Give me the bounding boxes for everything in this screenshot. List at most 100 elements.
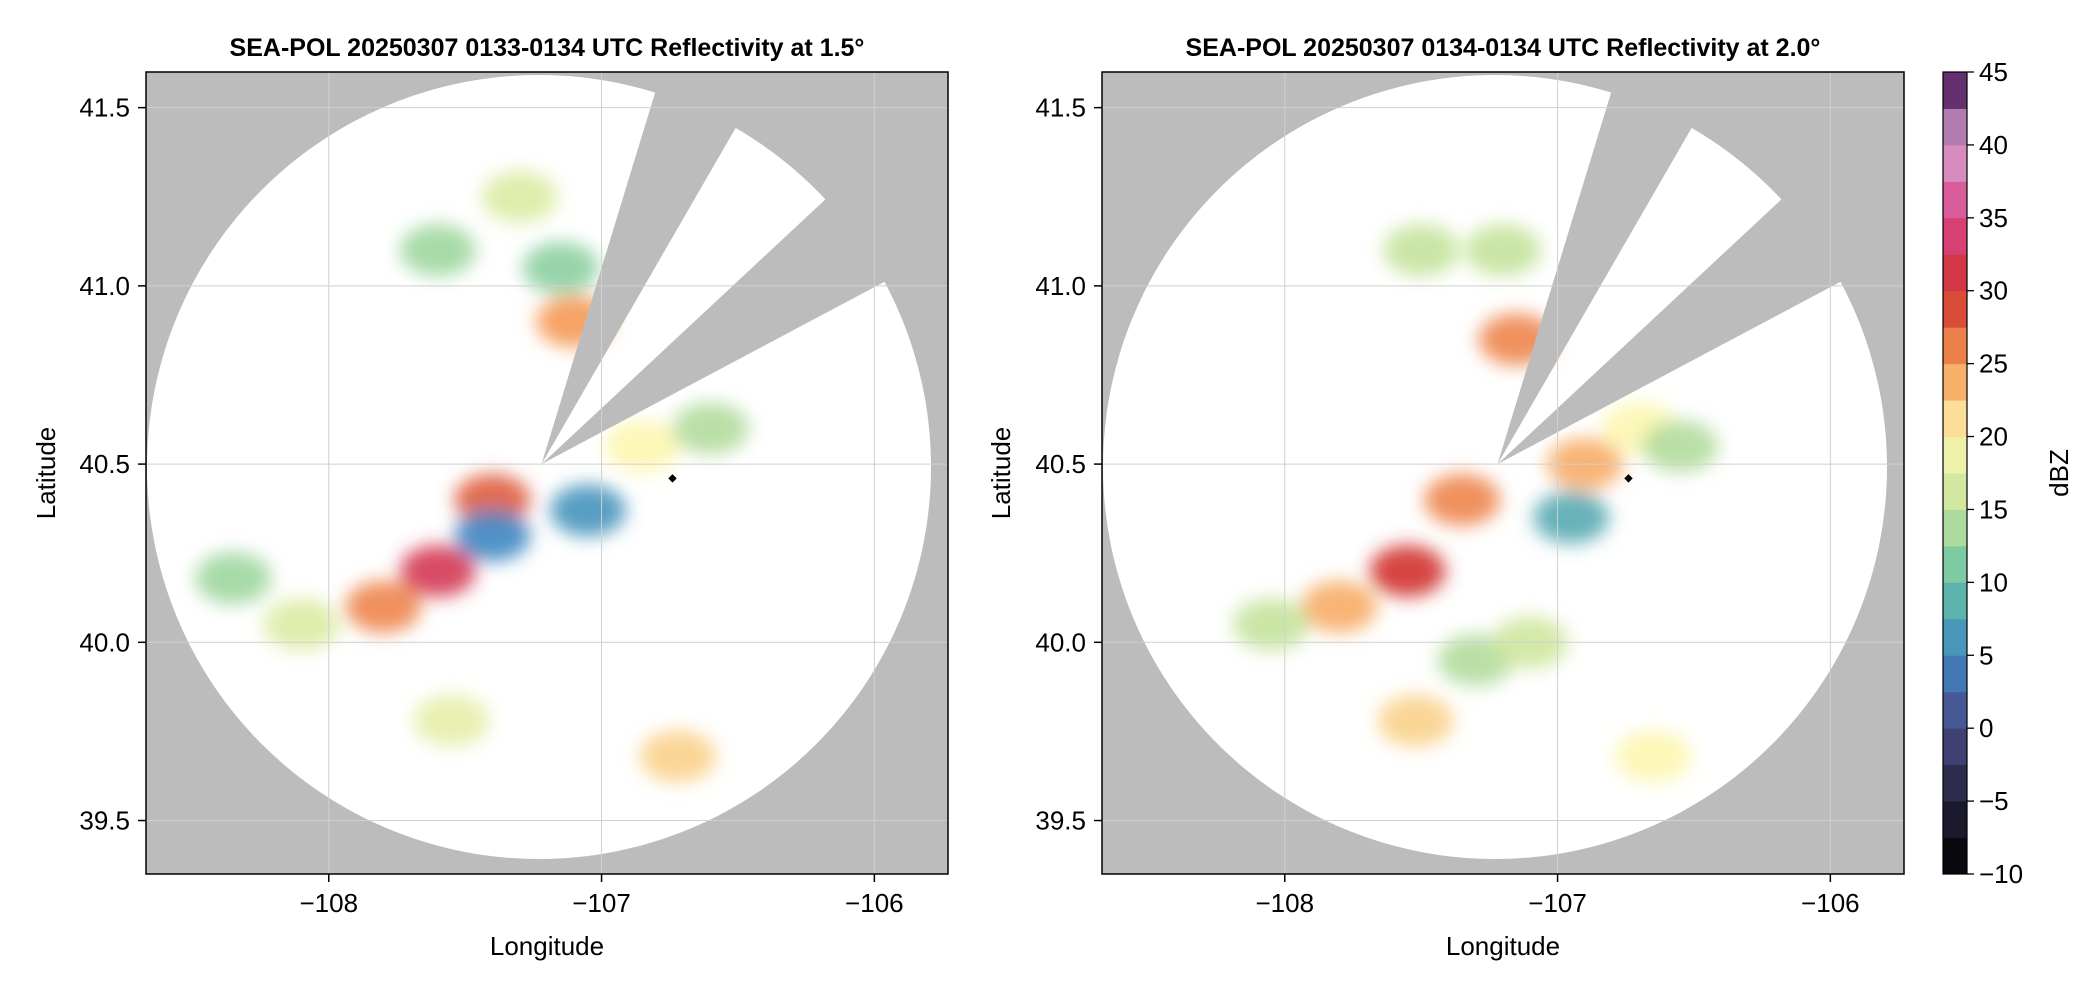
- echo-cell: [399, 545, 476, 598]
- plot-frame: [145, 71, 949, 875]
- colorbar-cell: [1943, 181, 1967, 219]
- radar-panel-right: SEA-POL 20250307 0134-0134 UTC Reflectiv…: [986, 34, 1905, 961]
- y-axis-ticks: 39.5 40.0 40.5 41.0 41.5: [79, 93, 146, 836]
- echo-cell: [1642, 420, 1719, 473]
- marker-point: [668, 474, 677, 483]
- x-tick-label: −107: [1528, 888, 1587, 918]
- colorbar-cell: [1943, 764, 1967, 802]
- echo-cell: [1301, 580, 1378, 633]
- grid-lines: [1102, 72, 1904, 874]
- echo-cell: [263, 598, 340, 651]
- y-tick-label: 40.5: [79, 449, 130, 479]
- echo-cell: [195, 552, 272, 605]
- colorbar-cell: [1943, 290, 1967, 328]
- y-tick-label: 40.0: [1035, 627, 1086, 657]
- x-tick-label: −108: [299, 888, 358, 918]
- colorbar-tick-label: 30: [1979, 276, 2008, 306]
- colorbar-frame: [1942, 71, 1968, 875]
- colorbar-cell: [1943, 618, 1967, 656]
- y-axis-label: Latitude: [986, 427, 1016, 520]
- y-axis-label: Latitude: [31, 427, 61, 520]
- colorbar-cell: [1943, 728, 1967, 766]
- plot-frame: [1101, 71, 1905, 875]
- chart-title: SEA-POL 20250307 0133-0134 UTC Reflectiv…: [230, 34, 865, 62]
- y-tick-label: 41.0: [79, 271, 130, 301]
- echo-cell: [454, 473, 531, 526]
- y-tick-label: 39.5: [1035, 806, 1086, 836]
- x-tick-label: −106: [845, 888, 904, 918]
- chart-title: SEA-POL 20250307 0134-0134 UTC Reflectiv…: [1186, 34, 1821, 62]
- radar-panel-left: SEA-POL 20250307 0133-0134 UTC Reflectiv…: [31, 34, 949, 961]
- echo-cell: [639, 730, 716, 783]
- x-tick-label: −106: [1801, 888, 1860, 918]
- blocked-sector: [1497, 85, 1904, 465]
- y-tick-label: 40.0: [79, 627, 130, 657]
- echo-cell: [481, 170, 558, 223]
- colorbar-cell: [1943, 473, 1967, 510]
- echo-cell: [1615, 730, 1692, 783]
- echo-cell: [522, 242, 599, 295]
- colorbar-cell: [1943, 254, 1967, 292]
- colorbar-cell: [1943, 327, 1967, 365]
- x-tick-label: −107: [572, 888, 631, 918]
- colorbar-ticks: −10 −5 0 5 10 15 20 25 30 35 40 45: [1967, 57, 2023, 889]
- colorbar-tick-label: 25: [1979, 349, 2008, 379]
- echo-cell: [1369, 545, 1446, 598]
- y-tick-label: 41.5: [1035, 93, 1086, 123]
- echo-cell: [1233, 598, 1310, 651]
- y-tick-label: 41.0: [1035, 271, 1086, 301]
- colorbar-cell: [1943, 144, 1967, 182]
- colorbar-cell: [1943, 655, 1967, 693]
- y-tick-label: 41.5: [79, 93, 130, 123]
- radar-coverage-disk: [147, 75, 931, 859]
- colorbar-cell: [1943, 436, 1967, 474]
- echo-cell: [672, 402, 749, 455]
- colorbar: −10 −5 0 5 10 15 20 25 30 35 40 45 dBZ: [1942, 57, 2074, 889]
- echo-cell: [413, 694, 490, 747]
- colorbar-tick-label: 20: [1979, 422, 2008, 452]
- echo-cell: [1377, 694, 1454, 747]
- blocked-sector: [1497, 72, 1724, 465]
- colorbar-cell: [1943, 217, 1967, 255]
- colorbar-tick-label: 5: [1979, 640, 1993, 670]
- y-axis-ticks: 39.5 40.0 40.5 41.0 41.5: [1035, 93, 1102, 836]
- colorbar-tick-label: 45: [1979, 57, 2008, 87]
- colorbar-tick-label: 10: [1979, 567, 2008, 597]
- colorbar-tick-label: 40: [1979, 130, 2008, 160]
- colorbar-cell: [1943, 509, 1967, 547]
- y-tick-label: 40.5: [1035, 449, 1086, 479]
- colorbar-tick-label: −5: [1979, 786, 2009, 816]
- colorbar-cell: [1943, 691, 1967, 729]
- echo-cell: [399, 224, 476, 277]
- echo-cell: [345, 580, 422, 633]
- reflectivity-echoes: [1233, 224, 1719, 783]
- colorbar-cell: [1943, 363, 1967, 401]
- blocked-sector: [541, 72, 768, 465]
- colorbar-cell: [1943, 582, 1967, 620]
- x-tick-label: −108: [1255, 888, 1314, 918]
- colorbar-cell: [1943, 400, 1967, 438]
- y-tick-label: 39.5: [79, 806, 130, 836]
- colorbar-cells: [1943, 72, 1967, 875]
- echo-cell: [454, 509, 531, 562]
- grid-lines: [146, 72, 948, 874]
- colorbar-cell: [1943, 545, 1967, 583]
- echo-cell: [1533, 491, 1610, 544]
- marker-point: [1624, 474, 1633, 483]
- echo-cell: [1383, 224, 1460, 277]
- echo-cell: [1424, 473, 1501, 526]
- colorbar-tick-label: 0: [1979, 713, 1993, 743]
- colorbar-cell: [1943, 72, 1967, 109]
- colorbar-tick-label: −10: [1979, 859, 2023, 889]
- colorbar-tick-label: 35: [1979, 203, 2008, 233]
- echo-cell: [549, 484, 626, 537]
- echo-cell: [1465, 224, 1541, 277]
- radar-coverage-disk: [1103, 75, 1887, 859]
- x-axis-label: Longitude: [490, 931, 604, 961]
- x-axis-ticks: −108 −107 −106: [1255, 874, 1860, 918]
- plot-area: [1103, 72, 1904, 859]
- x-axis-label: Longitude: [1446, 931, 1560, 961]
- echo-cell: [604, 420, 681, 473]
- x-axis-ticks: −108 −107 −106: [299, 874, 904, 918]
